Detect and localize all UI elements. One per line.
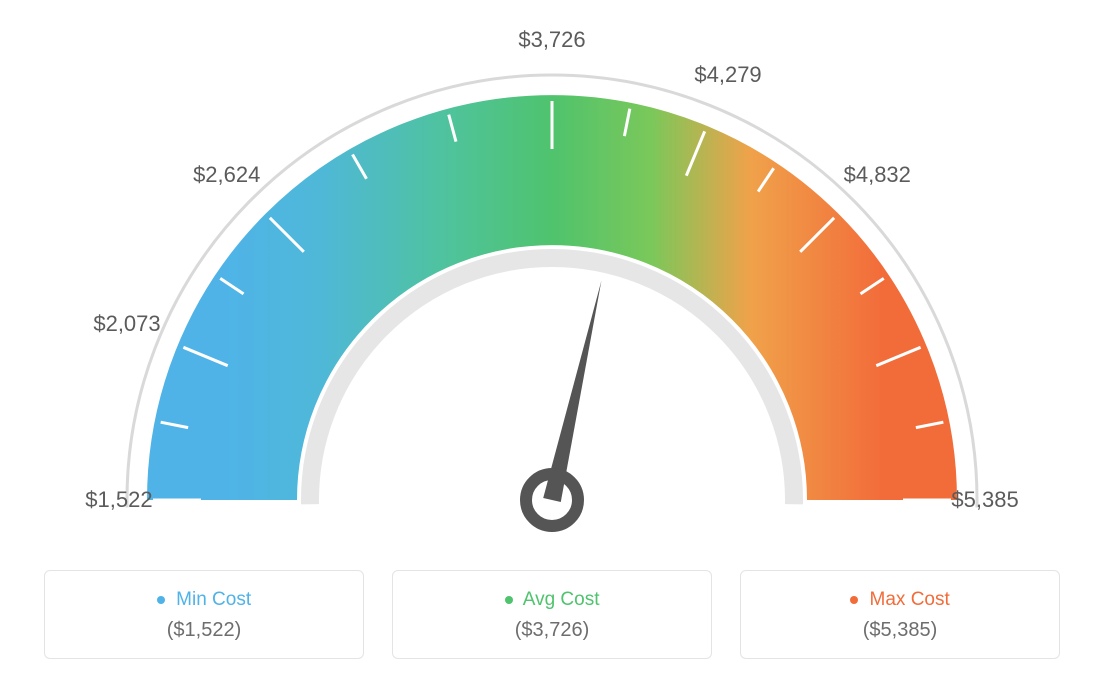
legend-value-max: ($5,385): [753, 619, 1047, 642]
legend-label-min: Min Cost: [176, 589, 251, 610]
legend-label-max: Max Cost: [870, 589, 950, 610]
gauge-svg: [0, 0, 1104, 560]
legend-value-avg: ($3,726): [405, 619, 699, 642]
gauge-tick-label: $5,385: [951, 487, 1018, 513]
legend-dot-avg: [505, 596, 513, 604]
legend-title-max: Max Cost: [753, 589, 1047, 611]
legend-card-min: Min Cost ($1,522): [44, 570, 364, 659]
gauge-tick-label: $2,073: [93, 311, 160, 337]
legend-row: Min Cost ($1,522) Avg Cost ($3,726) Max …: [0, 570, 1104, 659]
gauge-chart: $1,522 $2,073 $2,624 $3,726 $4,279 $4,832 $5,3…: [0, 0, 1104, 560]
gauge-tick-label: $1,522: [85, 487, 152, 513]
legend-label-avg: Avg Cost: [523, 589, 600, 610]
gauge-tick-label: $4,279: [694, 62, 761, 88]
legend-dot-min: [157, 596, 165, 604]
gauge-tick-label: $4,832: [844, 162, 911, 188]
gauge-tick-label: $3,726: [518, 27, 585, 53]
legend-title-min: Min Cost: [57, 589, 351, 611]
gauge-tick-label: $2,624: [193, 162, 260, 188]
legend-card-max: Max Cost ($5,385): [740, 570, 1060, 659]
legend-card-avg: Avg Cost ($3,726): [392, 570, 712, 659]
legend-dot-max: [850, 596, 858, 604]
legend-value-min: ($1,522): [57, 619, 351, 642]
legend-title-avg: Avg Cost: [405, 589, 699, 611]
